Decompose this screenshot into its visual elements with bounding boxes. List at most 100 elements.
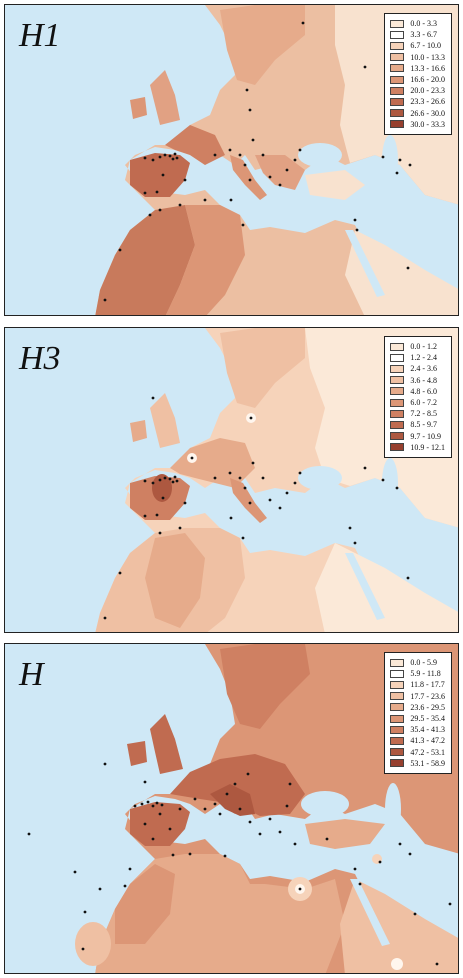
legend-item: 23.6 - 29.5 bbox=[390, 702, 445, 713]
land-france bbox=[165, 125, 225, 165]
land-nafrica-west bbox=[95, 205, 195, 315]
land-uk bbox=[150, 70, 180, 125]
legend-item: 0.0 - 1.2 bbox=[390, 341, 445, 352]
legend-swatch bbox=[390, 398, 405, 407]
legend-label: 13.3 - 16.6 bbox=[410, 63, 445, 73]
legend-swatch bbox=[390, 97, 405, 106]
legend-h3: 0.0 - 1.2 1.2 - 2.4 2.4 - 3.6 3.6 - 4.8 … bbox=[384, 336, 452, 458]
legend-label: 2.4 - 3.6 bbox=[410, 364, 437, 374]
legend-item: 7.2 - 8.5 bbox=[390, 408, 445, 419]
land-scandinavia bbox=[220, 644, 310, 729]
legend-swatch bbox=[390, 725, 405, 734]
land-balkans bbox=[255, 155, 305, 190]
legend-item: 3.3 - 6.7 bbox=[390, 29, 445, 40]
legend-swatch bbox=[390, 30, 405, 39]
legend-item: 30.0 - 33.3 bbox=[390, 119, 445, 130]
panel-title-h: H bbox=[19, 656, 44, 693]
legend-swatch bbox=[390, 75, 405, 84]
legend-label: 0.0 - 5.9 bbox=[410, 658, 437, 668]
legend-swatch bbox=[390, 109, 405, 118]
legend-swatch bbox=[390, 759, 405, 768]
legend-swatch bbox=[390, 387, 405, 396]
land-arabia bbox=[315, 543, 458, 632]
legend-item: 3.6 - 4.8 bbox=[390, 375, 445, 386]
map-panel-h3: H3 0.0 - 1.2 1.2 - 2.4 2.4 - 3.6 3.6 - 4… bbox=[4, 327, 459, 633]
legend-label: 17.7 - 23.6 bbox=[410, 691, 445, 701]
legend-label: 6.7 - 10.0 bbox=[410, 41, 441, 51]
land-ireland bbox=[130, 420, 147, 442]
legend-item: 0.0 - 5.9 bbox=[390, 657, 445, 668]
land-ireland bbox=[130, 97, 147, 119]
legend-item: 29.5 - 35.4 bbox=[390, 713, 445, 724]
legend-label: 1.2 - 2.4 bbox=[410, 353, 437, 363]
legend-label: 4.8 - 6.0 bbox=[410, 386, 437, 396]
legend-label: 7.2 - 8.5 bbox=[410, 409, 437, 419]
land-iberia-core bbox=[152, 474, 172, 502]
legend-label: 30.0 - 33.3 bbox=[410, 119, 445, 129]
land-turkey bbox=[305, 819, 385, 849]
sample-points bbox=[103, 21, 412, 302]
legend-h1: 0.0 - 3.3 3.3 - 6.7 6.7 - 10.0 10.0 - 13… bbox=[384, 13, 452, 135]
map-panel-h: H 0.0 - 5.9 5.9 - 11.8 11.8 - 17.7 17.7 … bbox=[4, 643, 459, 974]
legend-swatch bbox=[390, 86, 405, 95]
legend-swatch bbox=[390, 19, 405, 28]
legend-label: 53.1 - 58.9 bbox=[410, 758, 445, 768]
legend-swatch bbox=[390, 376, 405, 385]
legend-item: 6.0 - 7.2 bbox=[390, 397, 445, 408]
legend-swatch bbox=[390, 658, 405, 667]
legend-swatch bbox=[390, 669, 405, 678]
land-iberia bbox=[130, 153, 190, 197]
map-h bbox=[5, 644, 458, 973]
legend-swatch bbox=[390, 703, 405, 712]
legend-label: 5.9 - 11.8 bbox=[410, 669, 441, 679]
legend-label: 16.6 - 20.0 bbox=[410, 75, 445, 85]
legend-swatch bbox=[390, 692, 405, 701]
legend-item: 47.2 - 53.1 bbox=[390, 747, 445, 758]
land-black-sea bbox=[301, 791, 349, 817]
land-red-sea bbox=[345, 553, 385, 620]
land-red-sea bbox=[345, 230, 385, 297]
legend-item: 4.8 - 6.0 bbox=[390, 386, 445, 397]
map-h3 bbox=[5, 328, 458, 632]
land-central-dark bbox=[170, 754, 305, 816]
legend-swatch bbox=[390, 432, 405, 441]
land-france-germany bbox=[170, 438, 255, 488]
legend-h: 0.0 - 5.9 5.9 - 11.8 11.8 - 17.7 17.7 - … bbox=[384, 652, 452, 774]
land-nafrica-band bbox=[145, 533, 205, 628]
land-black-sea bbox=[298, 466, 342, 490]
legend-item: 16.6 - 20.0 bbox=[390, 74, 445, 85]
map-h1 bbox=[5, 5, 458, 315]
land-turkey bbox=[305, 170, 365, 200]
sample-points bbox=[103, 396, 410, 620]
legend-item: 17.7 - 23.6 bbox=[390, 691, 445, 702]
map-panel-h1: H1 0.0 - 3.3 3.3 - 6.7 6.7 - 10.0 10.0 -… bbox=[4, 4, 459, 316]
legend-swatch bbox=[390, 342, 405, 351]
land-italy bbox=[230, 155, 267, 200]
legend-label: 29.5 - 35.4 bbox=[410, 714, 445, 724]
land-italy bbox=[230, 478, 267, 523]
legend-swatch bbox=[390, 64, 405, 73]
legend-item: 0.0 - 3.3 bbox=[390, 18, 445, 29]
legend-label: 3.6 - 4.8 bbox=[410, 375, 437, 385]
land-black-sea bbox=[298, 143, 342, 167]
legend-swatch bbox=[390, 443, 405, 452]
legend-label: 11.8 - 17.7 bbox=[410, 680, 445, 690]
legend-swatch bbox=[390, 41, 405, 50]
legend-label: 23.3 - 26.6 bbox=[410, 97, 445, 107]
legend-label: 3.3 - 6.7 bbox=[410, 30, 437, 40]
land-uk bbox=[150, 714, 183, 774]
panel-title-h1: H1 bbox=[19, 17, 61, 54]
land-red-sea bbox=[350, 879, 390, 946]
legend-swatch bbox=[390, 420, 405, 429]
legend-item: 6.7 - 10.0 bbox=[390, 40, 445, 51]
legend-swatch bbox=[390, 748, 405, 757]
legend-item: 10.0 - 13.3 bbox=[390, 52, 445, 63]
legend-swatch bbox=[390, 736, 405, 745]
land-uk bbox=[150, 393, 180, 448]
legend-label: 20.0 - 23.3 bbox=[410, 86, 445, 96]
land-caspian bbox=[385, 783, 401, 835]
hotspot-west bbox=[75, 922, 111, 966]
land-caspian bbox=[382, 458, 398, 508]
legend-label: 35.4 - 41.3 bbox=[410, 725, 445, 735]
legend-swatch bbox=[390, 364, 405, 373]
